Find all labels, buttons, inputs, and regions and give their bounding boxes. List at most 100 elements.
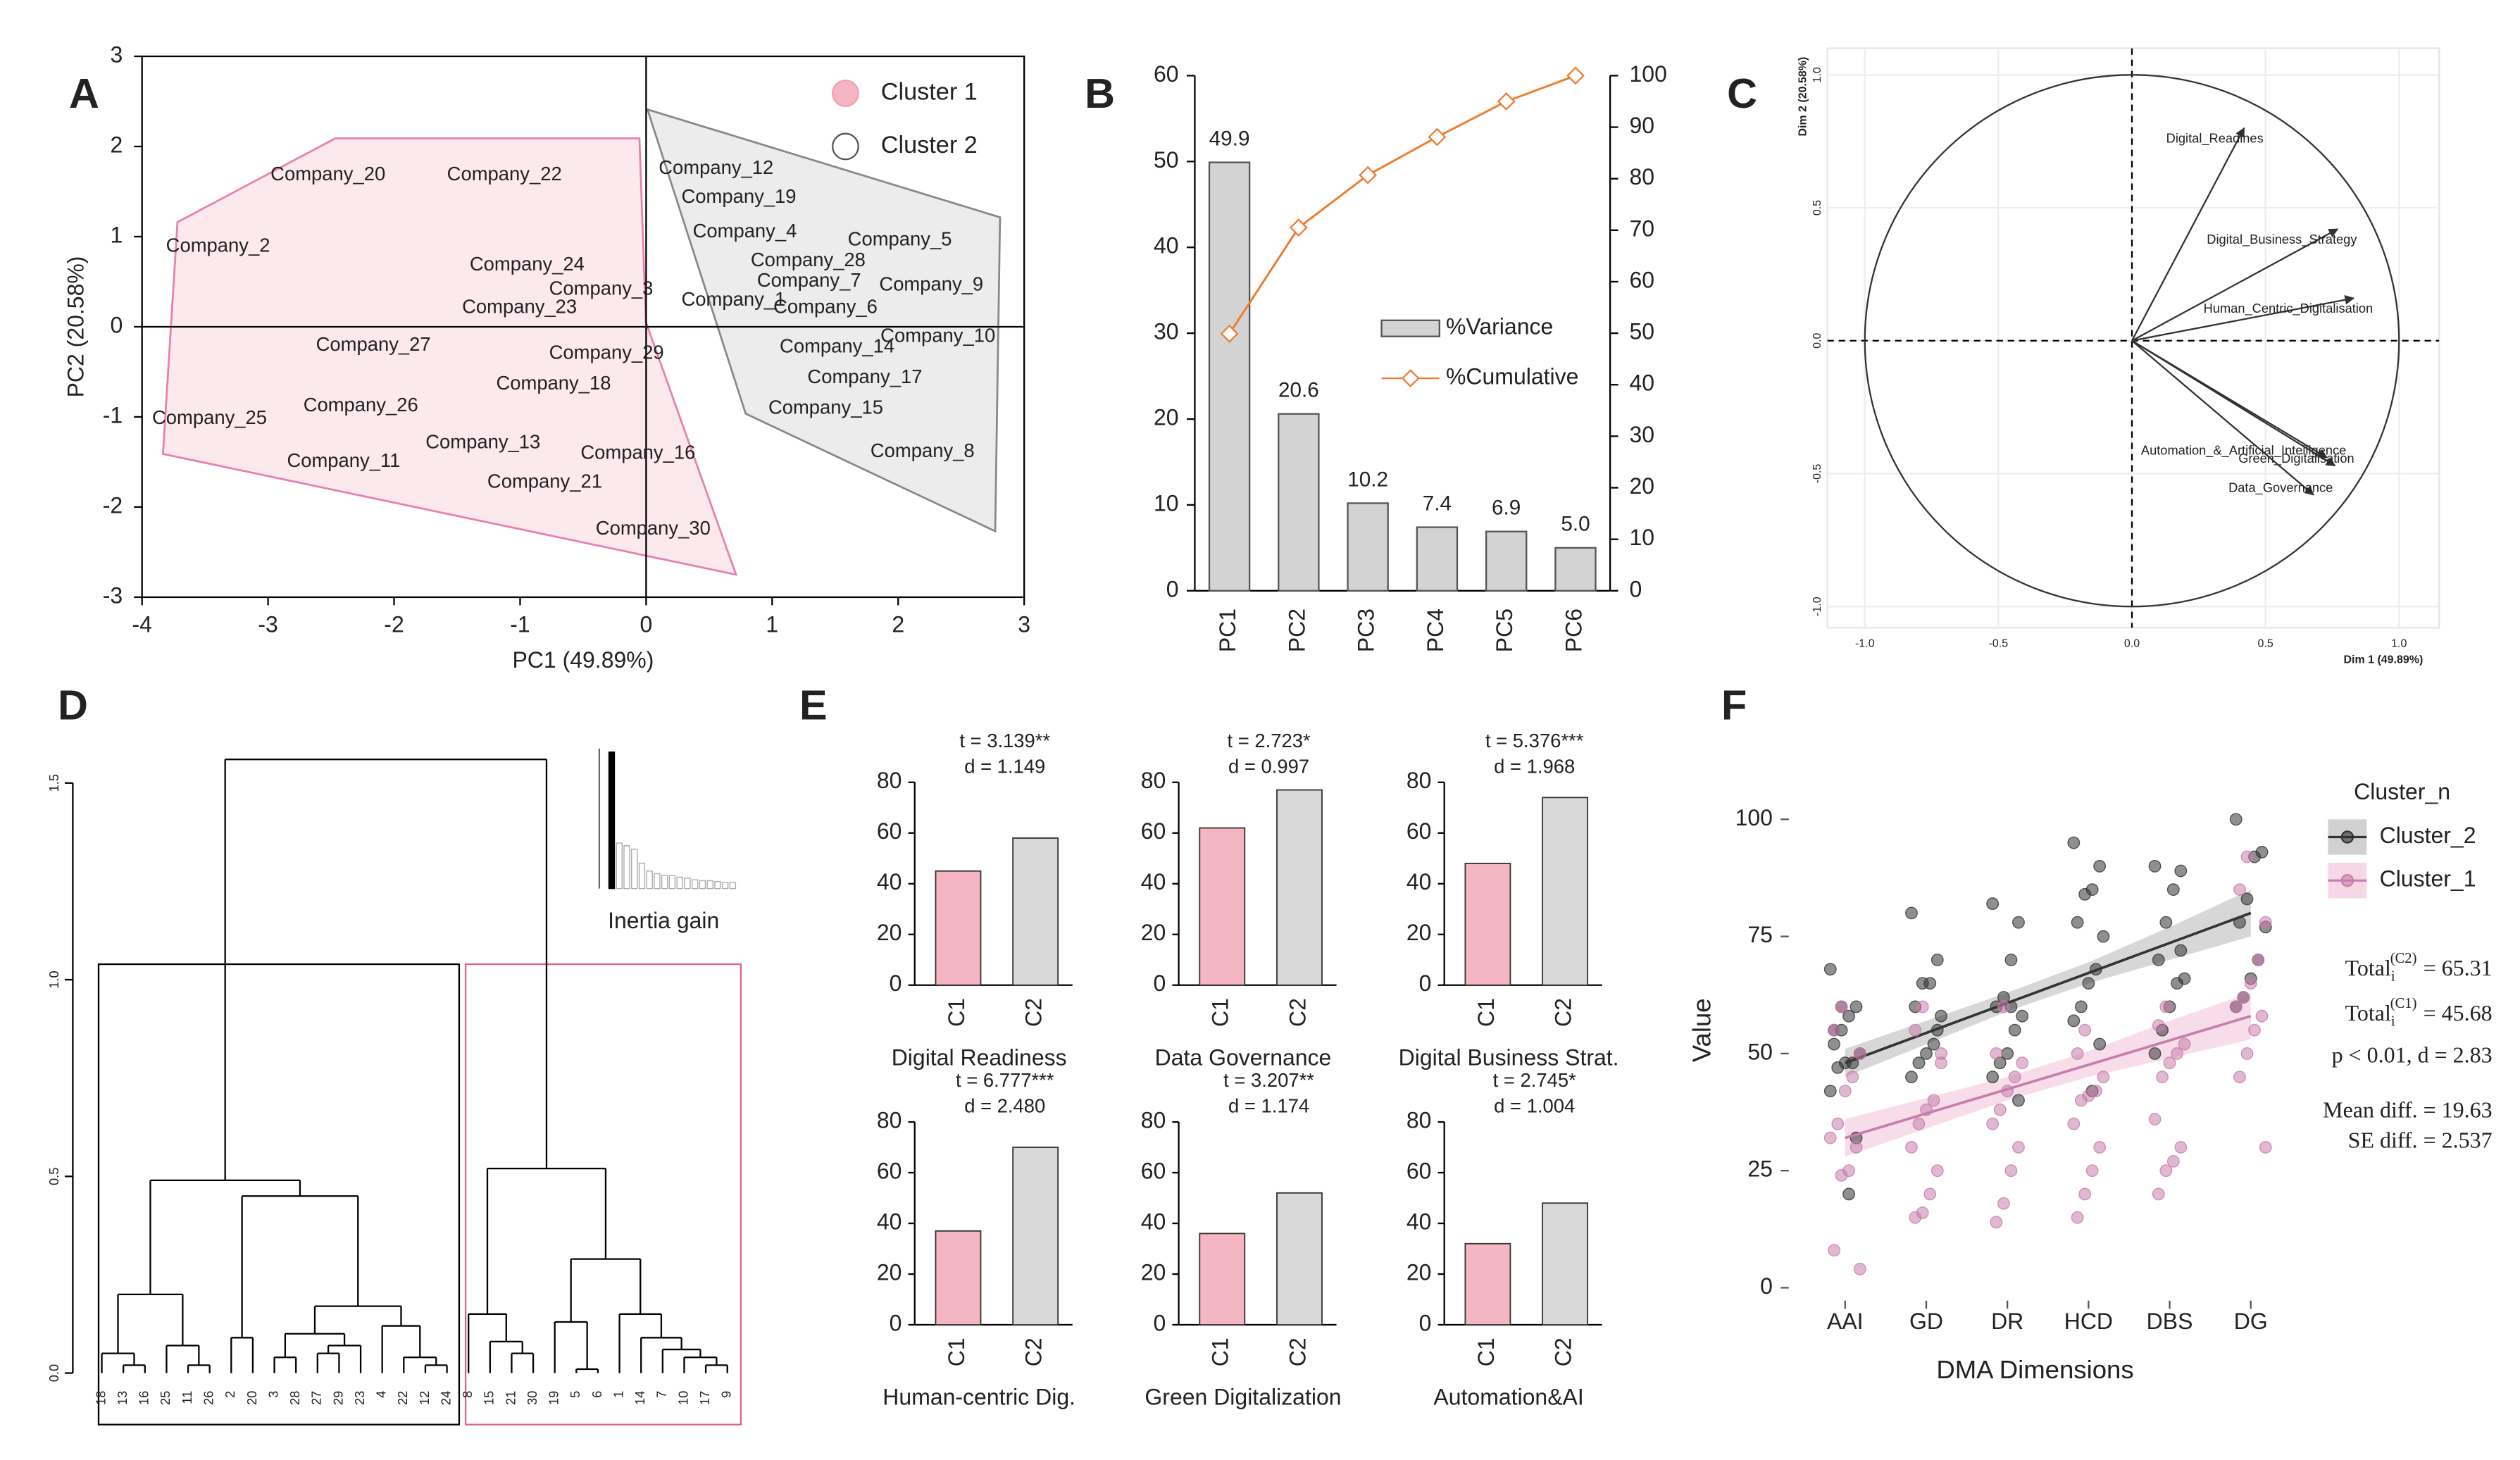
y-tick-label: 30 — [1154, 319, 1179, 344]
y-tick-label: 40 — [1141, 869, 1166, 894]
data-point — [2148, 1047, 2162, 1060]
point-label: Company_9 — [879, 273, 983, 294]
y-tick-label: 20 — [877, 1259, 902, 1285]
panel-letter: B — [1085, 70, 1115, 117]
data-point — [1905, 1141, 1918, 1154]
data-point — [1912, 1117, 1926, 1130]
data-point — [1935, 1056, 1947, 1070]
y2-tick-label: 50 — [1630, 319, 1655, 344]
data-point — [2078, 1023, 2092, 1037]
x-tick-label: C2 — [1021, 1337, 1047, 1366]
data-point — [1853, 1262, 1866, 1275]
leaf-label: 21 — [503, 1391, 518, 1405]
data-point — [2008, 1023, 2021, 1037]
point-label: Company_10 — [880, 324, 995, 346]
legend-swatch — [1380, 319, 1440, 337]
bar — [1012, 1147, 1059, 1325]
y-tick-label: 25 — [1747, 1156, 1773, 1182]
y-tick-label: -1 — [103, 402, 123, 428]
x-tick-label: 1 — [766, 612, 778, 637]
y-tick-label: 80 — [1141, 768, 1166, 793]
test-statistic: t = 3.207** — [1223, 1069, 1314, 1091]
fit-line — [1845, 1014, 2252, 1140]
data-point — [2152, 1187, 2165, 1201]
data-point — [2016, 1009, 2029, 1023]
data-point — [2097, 930, 2110, 943]
bar — [1485, 530, 1528, 592]
value-label: 6.9 — [1492, 497, 1521, 520]
annotation-base: Total — [2345, 956, 2391, 981]
x-tick-label: DBS — [2147, 1309, 2193, 1334]
point-label: Company_4 — [693, 220, 797, 242]
data-point — [1927, 1094, 1940, 1107]
point-label: Company_23 — [462, 295, 577, 317]
loading-arrow — [2131, 127, 2245, 342]
bar — [1276, 789, 1323, 986]
y2-tick-label: 10 — [1630, 525, 1655, 550]
test-statistic: t = 3.139** — [959, 730, 1050, 751]
fit-line — [1845, 911, 2252, 1064]
effect-size: d = 1.174 — [1228, 1095, 1309, 1117]
panel-title: Green Digitalization — [1144, 1385, 1341, 1410]
cumulative-line — [1228, 75, 1576, 335]
x-tick-label: C1 — [1473, 998, 1499, 1027]
y2-tick-label: 20 — [1630, 473, 1655, 499]
x-tick-label: C1 — [944, 1337, 969, 1366]
y-axis-title: PC2 (20.58%) — [63, 256, 89, 398]
y2-tick-label: 40 — [1630, 370, 1655, 396]
data-point — [1823, 1085, 1837, 1098]
annotation: Totali (C2) = 65.31 — [2345, 951, 2493, 984]
test-statistic: t = 2.745* — [1493, 1069, 1576, 1091]
data-point — [1838, 1085, 1852, 1098]
loading-arrow — [2131, 339, 2314, 496]
x-tick-label: -3 — [258, 612, 277, 637]
y-tick-label: 100 — [1735, 805, 1773, 830]
y-tick-label: 1.0 — [1811, 67, 1823, 82]
annotation: SE diff. = 2.537 — [2348, 1128, 2493, 1153]
y-tick-label: -1.0 — [1811, 597, 1823, 616]
y-tick-label: 0 — [1419, 971, 1432, 996]
y2-tick-label: 90 — [1630, 113, 1655, 138]
data-point — [1846, 1071, 1859, 1084]
y-tick-label: 80 — [1406, 1107, 1432, 1133]
x-tick-label: DR — [1991, 1309, 2023, 1334]
legend-title: Cluster_n — [2354, 779, 2450, 804]
annotation-sup: (C2) — [2390, 951, 2417, 966]
point-label: Company_24 — [470, 253, 585, 275]
y-tick-label: 10 — [1154, 490, 1179, 516]
x-tick-label: -1 — [510, 612, 530, 637]
bar — [1416, 526, 1459, 592]
panel-title: Human-centric Dig. — [882, 1385, 1075, 1410]
x-tick-label: PC6 — [1561, 609, 1586, 652]
data-point — [2233, 883, 2246, 897]
data-point — [1990, 1216, 2003, 1229]
data-point — [2174, 864, 2188, 878]
data-point — [1923, 1187, 1937, 1201]
inset-bar — [623, 845, 630, 890]
x-tick-label: C2 — [1021, 998, 1047, 1027]
leaf-label: 8 — [460, 1391, 475, 1398]
variable-label: Data_Governance — [2228, 480, 2333, 495]
data-point — [1993, 1103, 2007, 1116]
inset-bar — [631, 849, 638, 890]
leaf-label: 24 — [438, 1391, 453, 1405]
data-point — [2159, 1164, 2173, 1178]
bar — [1542, 1202, 1589, 1325]
variable-label: Automation_&_Artificial_Intelligence — [2141, 442, 2346, 458]
confidence-band — [1845, 890, 2251, 1078]
x-tick-label: 0 — [640, 612, 652, 637]
data-point — [2159, 1000, 2173, 1013]
inset-bar — [661, 875, 668, 890]
inset-title: Inertia gain — [608, 908, 719, 933]
data-point — [2085, 1164, 2099, 1178]
inset-bar — [638, 862, 646, 890]
data-point — [1905, 1071, 1918, 1084]
y-tick-label: 1.0 — [46, 971, 61, 988]
point-label: Company_7 — [757, 269, 861, 291]
leaf-label: 16 — [137, 1391, 151, 1405]
panel-letter: D — [58, 681, 88, 728]
point-label: Company_11 — [287, 449, 400, 471]
y-tick-label: 2 — [110, 132, 123, 157]
data-point — [2067, 1014, 2081, 1028]
